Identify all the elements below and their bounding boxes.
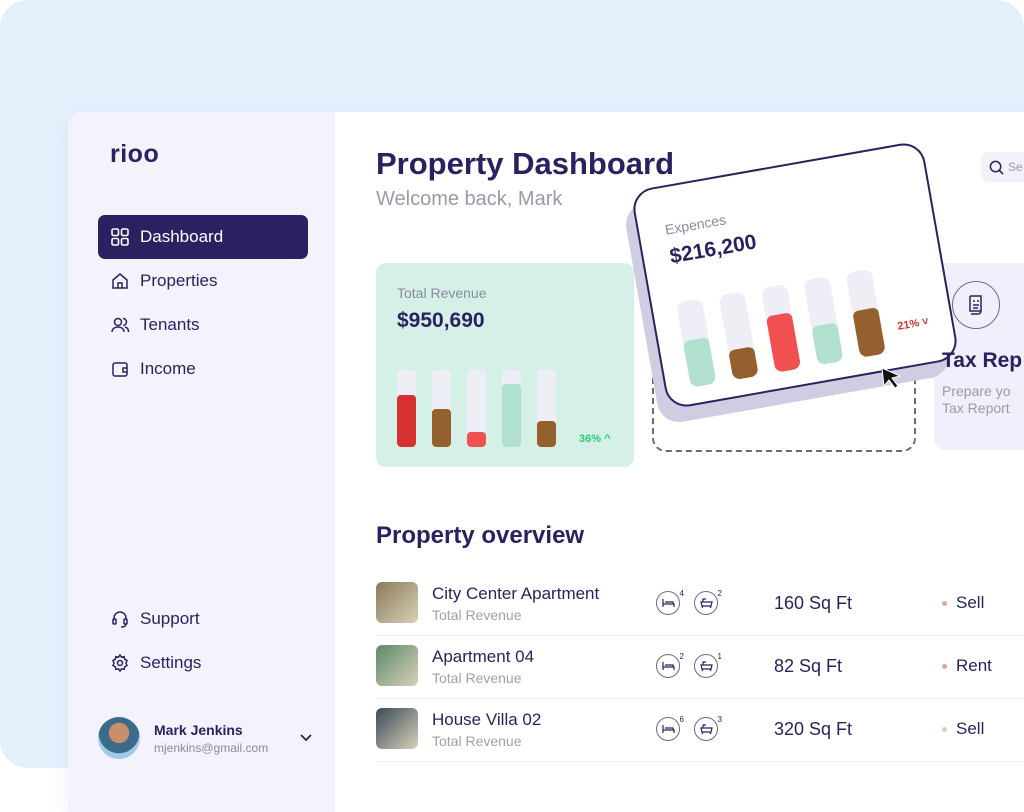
property-thumbnail <box>376 645 418 686</box>
revenue-bars <box>397 370 556 447</box>
sidebar-item-label: Dashboard <box>140 227 224 246</box>
property-sub: Total Revenue <box>432 607 522 623</box>
bar-fill <box>728 346 759 381</box>
sidebar-item-label: Tenants <box>140 315 200 334</box>
property-area: 82 Sq Ft <box>774 656 843 676</box>
tax-desc: Prepare yo Tax Report <box>942 383 1011 416</box>
grid-icon <box>111 228 129 246</box>
table-row[interactable]: House Villa 02 Total Revenue 6 3 320 Sq … <box>376 700 1024 762</box>
expenses-bars <box>676 268 886 388</box>
bed-icon: 6 <box>656 715 684 741</box>
sidebar-item-label: Properties <box>140 271 218 290</box>
sidebar-item-tenants[interactable]: Tenants <box>98 303 308 347</box>
bar-fill <box>811 322 844 366</box>
bed-count: 4 <box>679 589 684 598</box>
revenue-change: 36% ^ <box>579 433 611 445</box>
property-name[interactable]: House Villa 02 <box>432 710 542 729</box>
tax-document-icon <box>952 281 1000 329</box>
property-thumbnail <box>376 582 418 623</box>
users-icon <box>111 317 130 333</box>
sidebar-item-label: Income <box>140 359 196 378</box>
logo: rioo <box>110 140 160 168</box>
user-profile[interactable]: Mark Jenkins mjenkins@gmail.com <box>98 716 318 760</box>
welcome-text: Welcome back, Mark <box>376 188 563 210</box>
bar-track <box>845 268 886 358</box>
bath-icon: 1 <box>694 652 722 678</box>
sidebar-item-label: Settings <box>140 653 202 672</box>
bar-fill <box>432 409 451 447</box>
tax-title: Tax Rep <box>942 349 1023 372</box>
bar-fill <box>682 336 717 388</box>
sidebar-item-label: Support <box>140 609 200 628</box>
property-sub: Total Revenue <box>432 670 522 686</box>
bath-count: 1 <box>717 652 722 661</box>
bar-track <box>676 298 717 388</box>
bath-count: 3 <box>717 715 722 724</box>
expenses-change: 21% ˅ <box>896 315 930 333</box>
bath-icon: 3 <box>694 715 722 741</box>
revenue-amount: $950,690 <box>397 309 485 332</box>
search-placeholder: Se <box>1008 160 1023 174</box>
headset-icon <box>112 611 128 628</box>
overview-title: Property overview <box>376 522 585 549</box>
bed-icon: 4 <box>656 589 684 615</box>
bed-icon: 2 <box>656 652 684 678</box>
wallet-icon <box>112 362 128 377</box>
bar-track <box>760 283 802 373</box>
bar-fill <box>765 312 802 373</box>
sidebar-item-dashboard[interactable]: Dashboard <box>98 215 308 259</box>
bar-fill <box>397 394 416 447</box>
expenses-amount: $216,200 <box>667 230 759 269</box>
property-sub: Total Revenue <box>432 733 522 749</box>
tax-report-card[interactable]: Tax Rep Prepare yo Tax Report <box>934 263 1024 450</box>
bar-track <box>467 370 486 447</box>
main-content: Property Dashboard Welcome back, Mark Se… <box>335 112 1024 812</box>
search-input[interactable]: Se <box>981 152 1024 182</box>
property-name[interactable]: Apartment 04 <box>432 647 535 666</box>
user-name: Mark Jenkins <box>154 721 243 738</box>
gear-icon <box>112 653 128 673</box>
sidebar-item-settings[interactable]: Settings <box>98 641 308 685</box>
table-row[interactable]: City Center Apartment Total Revenue 4 2 … <box>376 574 1024 636</box>
bed-count: 6 <box>679 715 684 724</box>
bar-track <box>397 370 416 447</box>
table-row[interactable]: Apartment 04 Total Revenue 2 1 82 Sq Ft … <box>376 637 1024 699</box>
bar-track <box>502 370 521 447</box>
sidebar-item-support[interactable]: Support <box>98 597 308 641</box>
bath-icon: 2 <box>694 589 722 615</box>
home-icon <box>112 273 128 289</box>
sidebar: rioo Dashboard Properties Tenants Income… <box>68 112 335 812</box>
cursor-icon <box>881 367 902 389</box>
property-area: 160 Sq Ft <box>774 593 853 613</box>
status-badge: Sell <box>942 719 984 739</box>
expenses-card-dragging[interactable]: Expences $216,200 21% ˅ <box>622 139 961 426</box>
bar-track <box>432 370 451 447</box>
avatar <box>98 717 140 759</box>
total-revenue-card[interactable]: Total Revenue $950,690 36% ^ <box>376 263 634 467</box>
bar-track <box>718 291 759 381</box>
user-email: mjenkins@gmail.com <box>154 740 269 755</box>
bed-count: 2 <box>679 652 684 661</box>
bar-fill <box>502 383 521 447</box>
bar-track <box>803 276 844 366</box>
property-thumbnail <box>376 708 418 749</box>
sidebar-item-income[interactable]: Income <box>98 347 308 391</box>
bar-fill <box>852 306 886 358</box>
property-name[interactable]: City Center Apartment <box>432 584 600 603</box>
page-title: Property Dashboard <box>376 146 675 181</box>
chevron-down-icon[interactable] <box>300 734 312 742</box>
bar-fill <box>467 431 486 447</box>
app-window: rioo Dashboard Properties Tenants Income… <box>68 112 1024 812</box>
search-icon <box>989 160 1004 175</box>
bar-fill <box>537 420 556 447</box>
bath-count: 2 <box>717 589 722 598</box>
revenue-label: Total Revenue <box>397 285 487 301</box>
property-area: 320 Sq Ft <box>774 719 853 739</box>
status-badge: Rent <box>942 656 992 676</box>
sidebar-item-properties[interactable]: Properties <box>98 259 308 303</box>
status-badge: Sell <box>942 593 984 613</box>
bar-track <box>537 370 556 447</box>
